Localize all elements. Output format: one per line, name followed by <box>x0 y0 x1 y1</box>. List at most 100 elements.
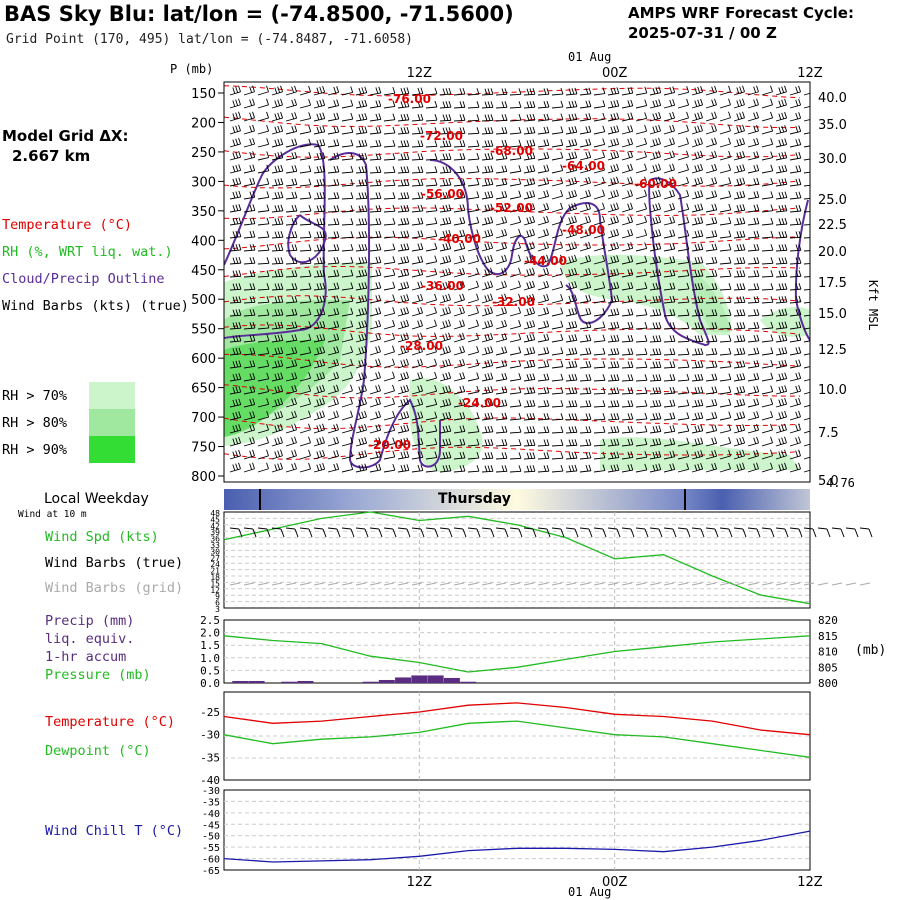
wind-barb-feather <box>378 307 382 314</box>
wind-barb <box>523 119 535 122</box>
wind-barb-feather <box>711 270 715 277</box>
wind-barb <box>551 431 564 434</box>
wind-barb <box>537 286 549 291</box>
wind-barb <box>509 234 521 239</box>
wind-barb-feather <box>610 100 614 108</box>
wind-barb-feather <box>742 137 746 145</box>
wind-barb-feather <box>501 386 505 393</box>
wind-barb <box>467 286 479 291</box>
wind-barb-feather <box>277 125 281 133</box>
wind-barb <box>593 444 605 447</box>
wind-barb-feather <box>274 348 278 355</box>
wind-barb-feather <box>504 254 507 261</box>
wind-barb <box>621 195 633 200</box>
wind-barb <box>705 130 717 135</box>
wind-barb-feather <box>610 113 614 121</box>
wind-barb <box>621 418 633 421</box>
wind-barb-feather <box>459 294 463 301</box>
wind-barb-feather <box>616 87 620 94</box>
wind-barb <box>509 106 522 109</box>
wind-barb <box>425 171 438 174</box>
wind-barb-feather <box>392 243 396 250</box>
wind-barb <box>775 236 788 239</box>
wind-barb <box>369 416 381 421</box>
wind-barb-feather <box>501 307 505 314</box>
wind-barb-feather <box>588 347 592 354</box>
wind-barb-feather <box>736 399 740 407</box>
wind-barb-feather <box>235 322 239 329</box>
wind-barb <box>495 431 507 434</box>
wind-barb <box>229 209 241 213</box>
wind-barb-feather <box>714 335 718 342</box>
wind-barb-feather <box>560 347 564 354</box>
wind-barb <box>481 132 494 135</box>
wind-barb-feather <box>627 348 631 355</box>
wind-barb-feather <box>711 257 715 264</box>
wind-barb-feather <box>781 347 785 354</box>
wind-barb-feather <box>568 114 572 121</box>
wind-barb-feather <box>546 333 550 340</box>
wind-barb-feather <box>728 98 731 105</box>
wind-barb <box>719 156 731 161</box>
temperature-contour <box>224 353 801 368</box>
wind-barb-feather <box>490 152 494 160</box>
wind-barb-feather <box>403 385 407 392</box>
wind-barb-feather <box>333 450 337 458</box>
wind-barb-feather <box>333 411 337 418</box>
wind-barb <box>243 404 255 408</box>
wind-barb-feather <box>652 309 656 316</box>
wind-barb-feather <box>392 424 396 431</box>
wind-barb-feather <box>459 386 463 393</box>
wind-barb <box>747 196 759 200</box>
wind-barb-feather <box>308 270 312 277</box>
surface-wind-barb <box>439 527 450 530</box>
wind-barb-feather <box>350 345 354 353</box>
wind-barb-feather <box>627 387 631 394</box>
wind-barb-feather <box>781 296 785 303</box>
wind-barb <box>509 273 521 278</box>
surface-wind-barb-feather <box>672 528 677 538</box>
wind-barb <box>607 418 620 421</box>
wind-barb-feather <box>448 425 452 432</box>
wind-barb-feather <box>784 191 788 198</box>
wind-barb-feather <box>697 99 701 106</box>
wind-barb-feather <box>448 358 452 366</box>
wind-barb-feather <box>798 85 801 93</box>
grid-wind-barb <box>621 582 633 586</box>
wind-barb-feather <box>476 178 480 185</box>
wind-barb <box>397 456 409 460</box>
wind-barb-feather <box>686 412 690 419</box>
wind-barb-feather <box>442 373 446 380</box>
wind-barb-feather <box>813 270 815 276</box>
wind-barb-feather <box>736 412 740 419</box>
wind-barb-feather <box>686 335 690 342</box>
wind-barb-feather <box>364 218 368 225</box>
grid-wind-barb <box>663 582 675 586</box>
wind-barb-feather <box>532 228 535 236</box>
wind-barb-feather <box>442 192 446 199</box>
temperature-contour <box>224 148 801 158</box>
bottom-time-tick: 12Z <box>797 875 823 890</box>
height-tick: 35.0 <box>818 118 847 133</box>
wind-barb <box>229 340 241 343</box>
wind-barb-feather <box>778 438 782 445</box>
wind-barb <box>495 418 507 421</box>
wind-barb-feather <box>627 400 631 407</box>
wind-barb-feather <box>616 321 620 328</box>
wind-barb <box>313 429 325 434</box>
wind-barb <box>495 378 507 382</box>
wind-barb-feather <box>406 332 409 339</box>
wind-barb <box>775 314 787 317</box>
wind-barb-feather <box>400 465 404 472</box>
wind-barb-feather <box>336 165 340 173</box>
wind-barb <box>341 287 353 291</box>
wind-barb-feather <box>235 283 239 290</box>
wind-barb-feather <box>560 426 564 433</box>
wind-barb-feather <box>798 334 802 341</box>
wind-barb-feather <box>490 412 494 419</box>
wind-barb-feather <box>574 334 578 341</box>
wind-barb-feather <box>742 360 746 367</box>
wind-barb <box>579 221 591 226</box>
wind-barb-feather <box>813 411 815 417</box>
wind-barb-feather <box>484 373 488 381</box>
